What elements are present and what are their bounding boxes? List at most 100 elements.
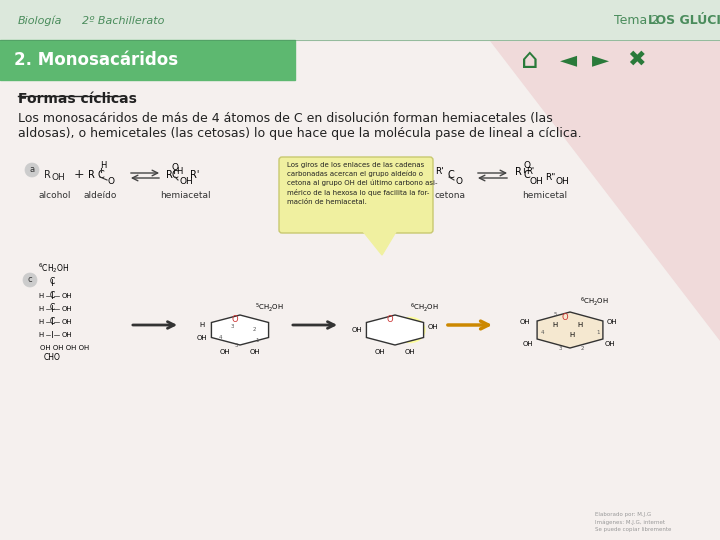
Text: C: C: [50, 316, 55, 326]
Text: 3: 3: [230, 325, 233, 329]
Text: O: O: [387, 315, 393, 325]
Text: R: R: [166, 170, 173, 180]
Text: OH: OH: [523, 341, 534, 347]
Text: OH: OH: [351, 327, 362, 333]
Text: OH: OH: [250, 349, 261, 355]
Text: +: +: [422, 168, 433, 181]
Text: R': R': [190, 170, 199, 180]
Text: OH: OH: [530, 178, 544, 186]
Text: 5: 5: [234, 343, 238, 348]
Text: 4: 4: [218, 335, 222, 340]
Text: H: H: [176, 167, 182, 177]
Ellipse shape: [395, 318, 425, 342]
Text: 4: 4: [540, 329, 544, 334]
Circle shape: [375, 163, 389, 177]
Text: OH: OH: [405, 349, 415, 355]
Text: OH: OH: [605, 341, 616, 347]
Text: hemiacetal: hemiacetal: [160, 191, 210, 200]
Text: R': R': [435, 167, 444, 177]
Text: OH: OH: [62, 332, 73, 338]
Text: alcohol: alcohol: [388, 191, 420, 200]
Text: 1: 1: [256, 339, 259, 343]
Polygon shape: [537, 312, 603, 348]
Text: $^6$CH$_2$OH: $^6$CH$_2$OH: [410, 302, 439, 314]
Text: O: O: [232, 315, 238, 325]
Text: $^5$CH$_2$OH: $^5$CH$_2$OH: [255, 302, 284, 314]
Text: H: H: [39, 319, 44, 325]
Text: 1: 1: [596, 329, 600, 334]
Text: ⌂: ⌂: [521, 46, 539, 74]
Text: OH: OH: [428, 324, 438, 330]
Text: R': R': [526, 166, 534, 176]
Text: R: R: [88, 170, 95, 180]
Text: OH: OH: [607, 319, 617, 325]
Text: OH: OH: [197, 335, 207, 341]
Text: OH: OH: [374, 349, 385, 355]
Text: C: C: [447, 170, 454, 180]
Text: C: C: [50, 303, 55, 313]
Text: cetona: cetona: [434, 191, 466, 200]
Text: ►: ►: [591, 50, 608, 70]
Text: C: C: [172, 170, 179, 180]
Polygon shape: [362, 230, 397, 255]
Text: 3: 3: [558, 346, 562, 350]
Text: Formas cíclicas: Formas cíclicas: [18, 92, 137, 106]
Text: C: C: [50, 278, 55, 287]
Text: $^6$CH$_2$OH: $^6$CH$_2$OH: [38, 261, 70, 275]
Text: Biología: Biología: [18, 16, 63, 26]
Text: +: +: [74, 168, 85, 181]
Text: OH OH OH OH: OH OH OH OH: [40, 345, 89, 351]
Text: b: b: [379, 165, 384, 174]
Text: Elaborado por: M.J.G
Imágenes: M.J.G, internet
Se puede copiar libremente: Elaborado por: M.J.G Imágenes: M.J.G, in…: [595, 512, 671, 532]
Circle shape: [25, 163, 39, 177]
Text: OH: OH: [220, 349, 230, 355]
Text: OH: OH: [402, 173, 415, 183]
Text: H: H: [39, 293, 44, 299]
Text: OH: OH: [180, 178, 194, 186]
Text: aldosas), o hemicetales (las cetosas) lo que hace que la molécula pase de lineal: aldosas), o hemicetales (las cetosas) lo…: [18, 127, 582, 140]
Text: 2. Monosacáridos: 2. Monosacáridos: [14, 51, 178, 69]
Polygon shape: [490, 40, 720, 340]
Text: OH: OH: [556, 178, 570, 186]
Text: O: O: [562, 314, 568, 322]
Polygon shape: [212, 315, 269, 345]
Text: H: H: [39, 306, 44, 312]
Text: H: H: [570, 332, 575, 338]
Text: a: a: [30, 165, 35, 174]
Text: R: R: [44, 170, 51, 180]
Bar: [0, 0, 720, 40]
Text: O: O: [108, 178, 115, 186]
Bar: [0, 40, 295, 80]
Text: LOS GLÚCIDOS: LOS GLÚCIDOS: [648, 15, 720, 28]
Text: 2º Bachillerato: 2º Bachillerato: [82, 16, 164, 26]
Text: C: C: [523, 170, 530, 180]
Text: O: O: [455, 178, 462, 186]
Text: 5: 5: [553, 313, 557, 318]
Text: H: H: [552, 322, 557, 328]
Text: OH: OH: [62, 306, 73, 312]
Polygon shape: [366, 315, 423, 345]
Text: Los giros de los enlaces de las cadenas
carbonadas acercan el grupo aldeído o
ce: Los giros de los enlaces de las cadenas …: [287, 162, 438, 205]
Text: 2: 2: [253, 327, 256, 332]
Text: alcohol: alcohol: [39, 191, 71, 200]
Text: CHO: CHO: [44, 354, 61, 362]
Text: R: R: [394, 170, 401, 180]
Text: OH: OH: [52, 173, 66, 183]
Text: H: H: [577, 322, 582, 328]
Text: hemicetal: hemicetal: [523, 191, 567, 200]
Text: aldeído: aldeído: [84, 191, 117, 200]
Text: 2: 2: [580, 346, 584, 350]
Text: OH: OH: [520, 319, 531, 325]
Text: R": R": [545, 173, 555, 183]
Text: OH: OH: [62, 293, 73, 299]
Text: H: H: [100, 160, 107, 170]
Text: H: H: [199, 322, 204, 328]
Text: C: C: [50, 291, 55, 300]
Text: ✖: ✖: [626, 50, 645, 70]
Text: ◄: ◄: [559, 50, 577, 70]
Text: R: R: [515, 167, 522, 177]
FancyBboxPatch shape: [279, 157, 433, 233]
Text: c: c: [27, 275, 32, 285]
Text: O: O: [172, 163, 179, 172]
Text: H: H: [39, 332, 44, 338]
